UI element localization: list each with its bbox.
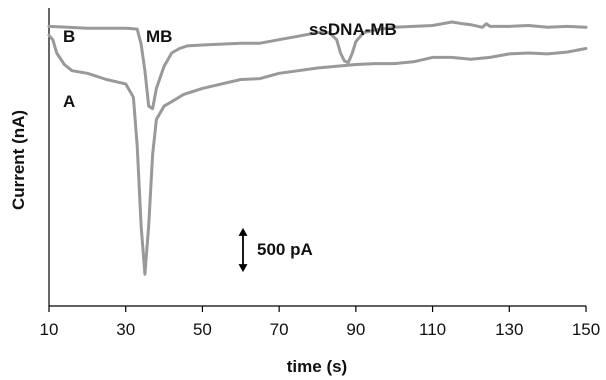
x-tick-label: 130 [495, 320, 523, 339]
x-tick-label: 150 [572, 320, 600, 339]
x-tick-label: 50 [193, 320, 212, 339]
x-tick-label: 30 [116, 320, 135, 339]
curve-b-label: B [63, 27, 75, 46]
x-tick-label: 90 [346, 320, 365, 339]
series-group [47, 20, 588, 276]
x-tick-label: 110 [419, 320, 446, 339]
scale-bar-label: 500 pA [257, 240, 313, 259]
peak-mb-label: MB [146, 27, 172, 46]
x-axis-title: time (s) [287, 357, 347, 376]
curve-a-label: A [63, 92, 75, 111]
scale-bar: 500 pA [238, 227, 313, 273]
peak-ssdna-label: ssDNA-MB [309, 20, 397, 39]
series-line-b [47, 20, 588, 111]
scale-bar-arrow-up [238, 227, 248, 236]
x-tick-label: 10 [40, 320, 59, 339]
scale-bar-arrow-down [238, 264, 248, 273]
x-tick-group: 10 30 50 70 90 110 130 150 [40, 306, 600, 339]
y-axis-title: Current (nA) [9, 110, 28, 210]
x-tick-label: 70 [270, 320, 289, 339]
series-line-a [47, 33, 588, 276]
